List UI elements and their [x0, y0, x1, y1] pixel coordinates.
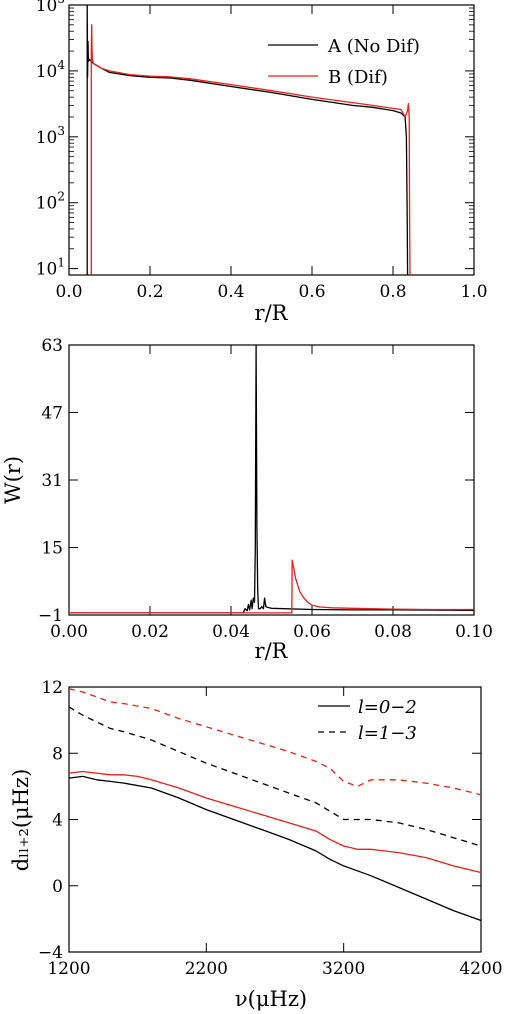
- panel-top-x-axis-label: r/R: [255, 301, 289, 325]
- panel-bottom-frame: [68, 686, 482, 953]
- panel-middle-series: [69, 344, 475, 614]
- panel-top: 0.0 0.2 0.4 0.6 0.8 1.0 101 102 103 104 105 r/R A …: [36, 0, 488, 325]
- x-tick-label: 0.06: [293, 622, 331, 642]
- y-tick-label: 101: [36, 256, 65, 280]
- series-line-2: [69, 559, 474, 614]
- panel-middle-x-axis-label: r/R: [255, 639, 289, 663]
- series-line-1: [86, 4, 409, 276]
- x-tick-label: 0.10: [455, 622, 493, 642]
- x-tick-label: 0.00: [50, 622, 88, 642]
- panel-middle-ticks: 0.00 0.02 0.04 0.06 0.08 0.10 −1 15 31 47 63: [38, 336, 493, 642]
- legend-label-a: A (No Dif): [327, 36, 420, 57]
- panel-bottom-y-axis-label: dₗₗ₊₂(μHz): [9, 769, 33, 872]
- panel-bottom-x-axis-label: ν(μHz): [235, 987, 307, 1011]
- panel-middle: 0.00 0.02 0.04 0.06 0.08 0.10 −1 15 31 47 63 r/R W…: [1, 336, 493, 663]
- panel-middle-y-axis-label: W(r): [1, 456, 25, 504]
- series-line-4: [68, 688, 482, 796]
- panel-top-ticks: 0.0 0.2 0.4 0.6 0.8 1.0 101 102 103 104 105: [36, 0, 488, 302]
- y-tick-label: 104: [36, 58, 66, 82]
- x-tick-label: 4200: [459, 959, 502, 979]
- y-tick-label: 31: [41, 471, 63, 491]
- x-tick-label: 0.4: [217, 282, 244, 302]
- series-line-1: [69, 344, 475, 614]
- legend-label-b: B (Dif): [328, 67, 388, 88]
- x-tick-label: 0.08: [374, 622, 412, 642]
- y-tick-label: 4: [52, 811, 63, 831]
- x-tick-label: 3200: [322, 959, 365, 979]
- x-tick-label: 0.02: [131, 622, 169, 642]
- y-tick-label: 0: [52, 877, 63, 897]
- x-tick-label: 0.0: [55, 282, 82, 302]
- legend-label-l13: l=1−3: [358, 723, 417, 744]
- y-tick-label: 102: [36, 190, 65, 214]
- series-line-1: [68, 775, 482, 922]
- panel-bottom-legend: l=0−2 l=1−3: [318, 697, 417, 744]
- x-tick-label: 1200: [47, 959, 90, 979]
- series-line-2: [68, 770, 482, 874]
- series-line-3: [68, 706, 482, 847]
- panel-bottom: 1200 2200 3200 4200 −4 0 4 8 12 ν(μHz) dₗₗ₊₂(μHz…: [9, 678, 503, 1011]
- panel-bottom-ticks: 1200 2200 3200 4200 −4 0 4 8 12: [38, 678, 503, 979]
- x-tick-label: 0.6: [298, 282, 325, 302]
- panel-middle-frame: [68, 344, 475, 616]
- panel-top-legend: A (No Dif) B (Dif): [268, 36, 420, 88]
- legend-label-l02: l=0−2: [358, 697, 417, 718]
- y-tick-label: −4: [38, 943, 63, 963]
- y-tick-label: 103: [36, 124, 65, 148]
- panel-bottom-series: [68, 688, 482, 922]
- y-tick-label: 105: [36, 0, 65, 16]
- panel-top-series: [86, 4, 411, 276]
- x-tick-label: 0.04: [212, 622, 250, 642]
- y-tick-label: 47: [41, 404, 63, 424]
- y-tick-label: 63: [41, 336, 63, 356]
- x-tick-label: 0.2: [136, 282, 163, 302]
- x-tick-label: 2200: [185, 959, 228, 979]
- y-tick-label: 12: [41, 678, 63, 698]
- y-tick-label: 8: [52, 744, 63, 764]
- x-tick-label: 0.8: [379, 282, 406, 302]
- x-tick-label: 1.0: [460, 282, 487, 302]
- series-line-2: [90, 24, 411, 276]
- y-tick-label: −1: [38, 606, 63, 626]
- y-tick-label: 15: [41, 539, 63, 559]
